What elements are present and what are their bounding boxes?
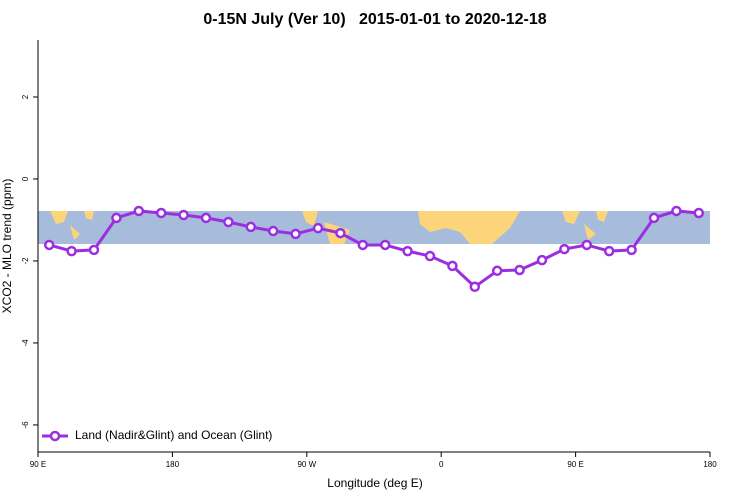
data-point: [469, 281, 481, 293]
data-point: [178, 209, 189, 221]
x-axis-label: Longitude (deg E): [327, 476, 422, 490]
data-point: [603, 245, 615, 257]
data-point: [245, 221, 257, 233]
data-point: [379, 239, 391, 251]
data-point: [402, 245, 413, 257]
x-tick-label: 180: [703, 460, 717, 469]
data-point: [88, 244, 100, 256]
data-point: [536, 254, 548, 266]
x-tick-label: 90 E: [30, 460, 46, 469]
data-point: [693, 207, 705, 219]
data-point: [447, 260, 458, 272]
x-tick-label: 180: [166, 460, 180, 469]
data-point: [514, 264, 525, 276]
data-point: [335, 227, 346, 239]
data-point: [200, 212, 212, 224]
data-point: [223, 216, 234, 228]
data-point: [155, 207, 167, 219]
data-point: [648, 212, 660, 224]
data-point: [671, 205, 682, 217]
chart-title: 0-15N July (Ver 10) 2015-01-01 to 2020-1…: [203, 11, 546, 28]
data-point: [424, 250, 436, 262]
data-point: [491, 265, 503, 277]
data-point: [133, 205, 145, 217]
legend-marker: [49, 430, 61, 442]
map-strip: [38, 211, 710, 244]
y-tick-label: 0: [21, 176, 30, 181]
y-tick-label: 2: [21, 94, 30, 99]
y-tick-label: -4: [21, 339, 30, 347]
x-tick-label: 90 W: [297, 460, 316, 469]
legend-label: Land (Nadir&Glint) and Ocean (Glint): [75, 428, 272, 442]
y-tick-label: -6: [21, 421, 30, 429]
data-point: [111, 212, 122, 224]
x-tick-label: 90 E: [567, 460, 583, 469]
y-tick-label: -2: [21, 257, 30, 265]
data-point: [626, 244, 637, 256]
x-tick-label: 0: [439, 460, 444, 469]
data-point: [267, 225, 279, 237]
data-point: [290, 228, 301, 240]
data-point: [66, 245, 77, 257]
data-point: [43, 239, 55, 251]
data-point: [357, 239, 369, 251]
data-point: [559, 243, 570, 255]
data-point: [581, 239, 593, 251]
data-point: [312, 222, 324, 234]
y-axis-label: XCO2 - MLO trend (ppm): [0, 179, 14, 314]
